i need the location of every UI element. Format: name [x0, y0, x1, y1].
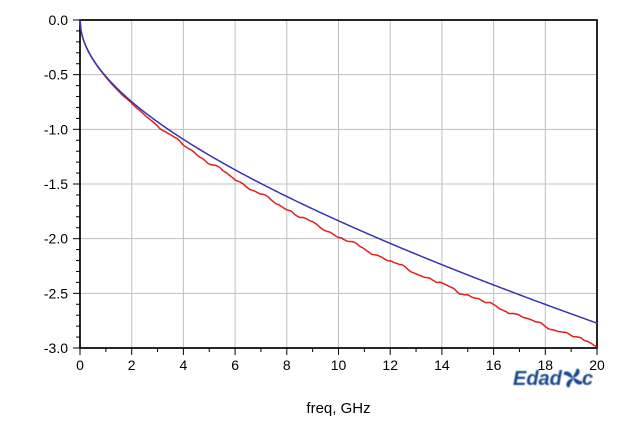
svg-text:6: 6 [231, 357, 239, 373]
svg-text:14: 14 [434, 357, 450, 373]
svg-text:0.0: 0.0 [49, 12, 69, 28]
svg-text:10: 10 [331, 357, 347, 373]
svg-text:-0.5: -0.5 [44, 67, 68, 83]
svg-text:-2.0: -2.0 [44, 231, 68, 247]
svg-text:2: 2 [128, 357, 136, 373]
svg-text:-2.5: -2.5 [44, 285, 68, 301]
svg-text:c: c [582, 368, 593, 390]
svg-text:freq, GHz: freq, GHz [306, 400, 370, 417]
svg-text:8: 8 [283, 357, 291, 373]
svg-text:-1.5: -1.5 [44, 176, 68, 192]
svg-text:-1.0: -1.0 [44, 121, 68, 137]
svg-text:0: 0 [76, 357, 84, 373]
svg-text:-3.0: -3.0 [44, 340, 68, 356]
svg-text:Edad: Edad [513, 368, 563, 390]
svg-text:16: 16 [486, 357, 502, 373]
svg-text:12: 12 [382, 357, 398, 373]
svg-text:4: 4 [180, 357, 188, 373]
